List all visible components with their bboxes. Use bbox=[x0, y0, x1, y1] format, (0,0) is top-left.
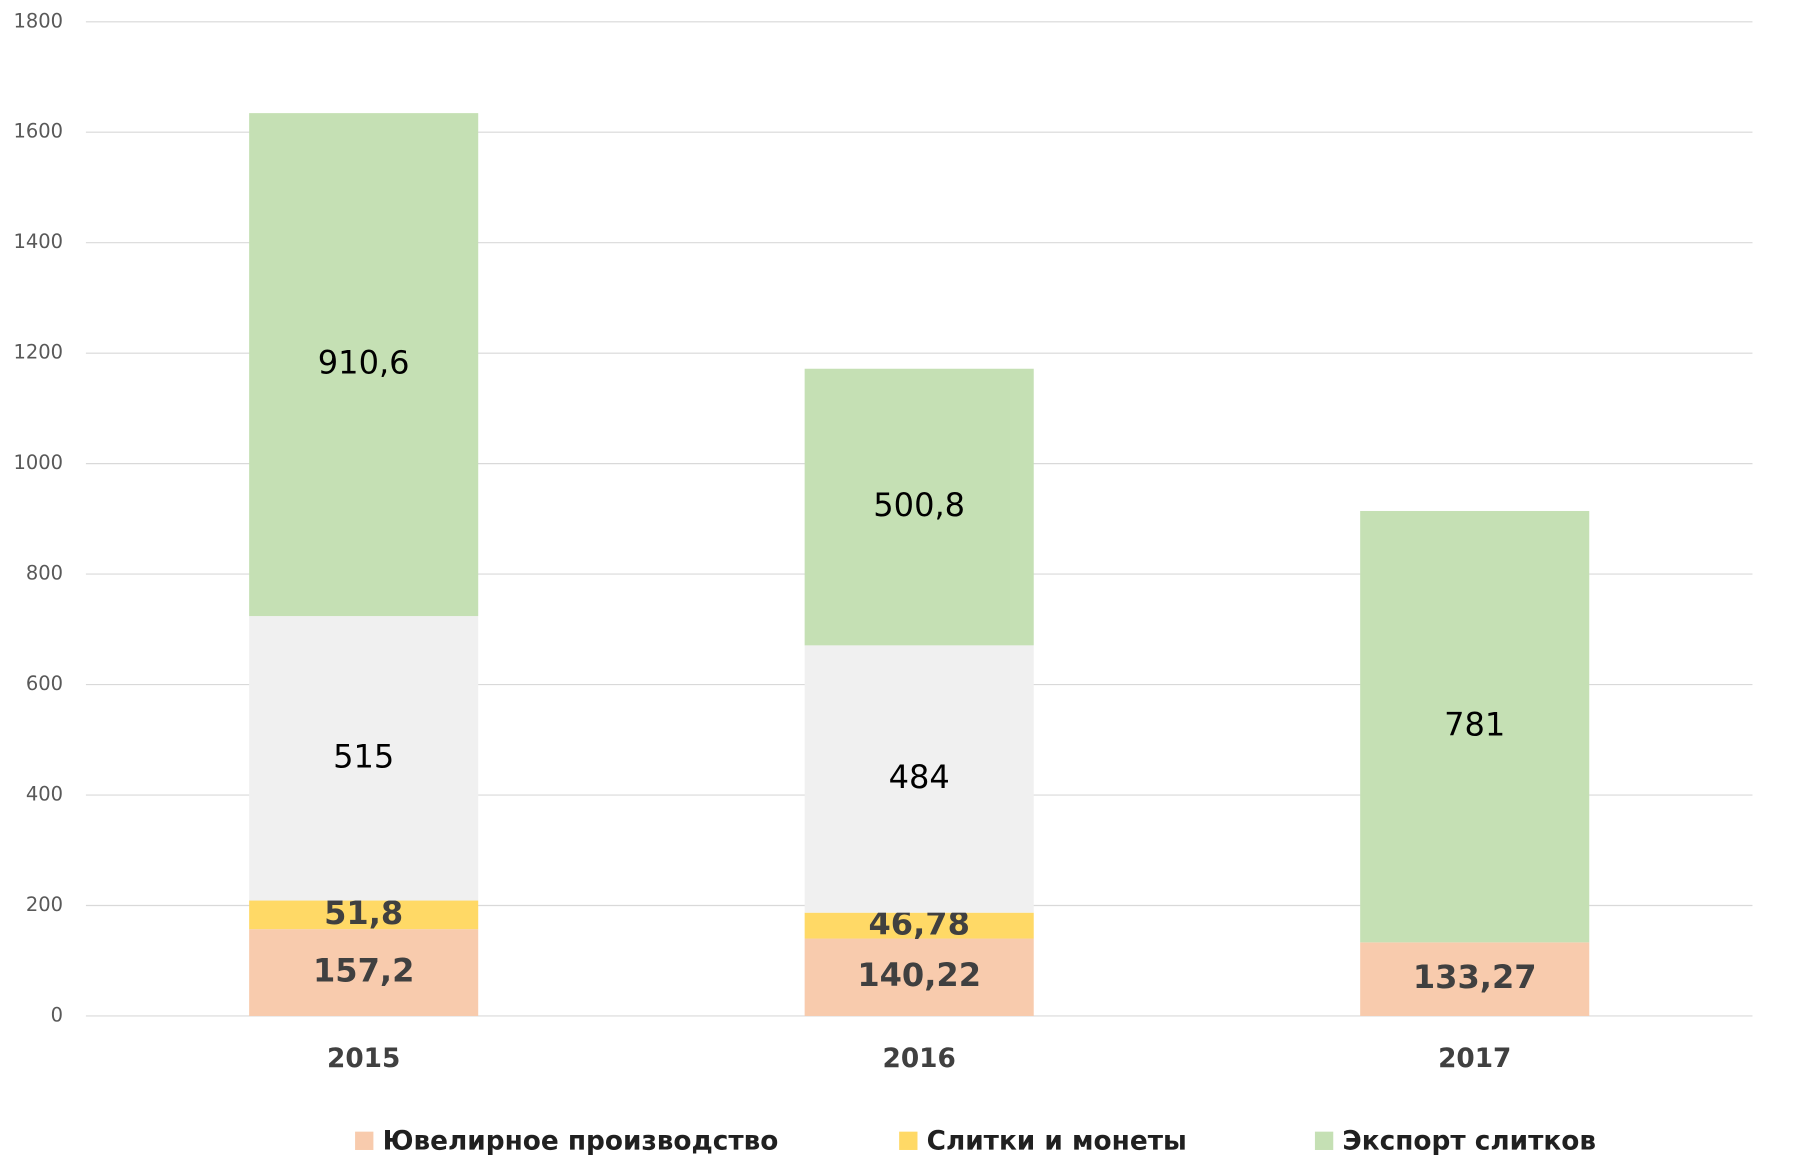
data-label: 500,8 bbox=[873, 486, 965, 524]
y-tick-label: 1600 bbox=[13, 120, 63, 143]
bar-segment bbox=[249, 929, 479, 1016]
y-tick-label: 1400 bbox=[13, 230, 63, 253]
data-label: 140,22 bbox=[857, 956, 981, 994]
legend-label: Слитки и монеты bbox=[927, 1126, 1187, 1156]
legend-swatch bbox=[899, 1131, 918, 1150]
legend-swatch bbox=[355, 1131, 374, 1150]
data-label: 910,6 bbox=[318, 344, 410, 382]
y-tick-label: 800 bbox=[26, 562, 63, 585]
y-tick-label: 1000 bbox=[13, 451, 63, 474]
x-tick-label: 2016 bbox=[883, 1044, 956, 1074]
data-label: 157,2 bbox=[313, 952, 414, 990]
data-label: 133,27 bbox=[1413, 958, 1537, 996]
bar-segment bbox=[804, 938, 1034, 1016]
legend-label: Ювелирное производство bbox=[383, 1126, 779, 1156]
x-tick-label: 2015 bbox=[327, 1044, 400, 1074]
data-label: 484 bbox=[889, 758, 950, 796]
bar-segment bbox=[804, 645, 1034, 913]
y-tick-label: 1800 bbox=[13, 9, 63, 32]
y-tick-label: 400 bbox=[26, 783, 63, 806]
bar-segment bbox=[249, 113, 479, 617]
bar-segment bbox=[1360, 942, 1590, 1016]
data-label: 781 bbox=[1444, 706, 1505, 744]
data-label: 515 bbox=[333, 737, 394, 775]
bar-segment bbox=[804, 912, 1034, 939]
x-tick-label: 2017 bbox=[1438, 1044, 1511, 1074]
y-tick-label: 600 bbox=[26, 672, 63, 695]
bar-segment bbox=[249, 900, 479, 930]
bar-segment bbox=[249, 616, 479, 901]
y-tick-label: 1200 bbox=[13, 341, 63, 364]
y-tick-label: 0 bbox=[51, 1003, 63, 1026]
bar-segment bbox=[804, 368, 1034, 646]
legend-swatch bbox=[1314, 1131, 1334, 1150]
y-tick-label: 200 bbox=[26, 893, 63, 916]
legend-label: Экспорт слитков bbox=[1342, 1126, 1596, 1156]
bar-segment bbox=[1360, 510, 1590, 943]
